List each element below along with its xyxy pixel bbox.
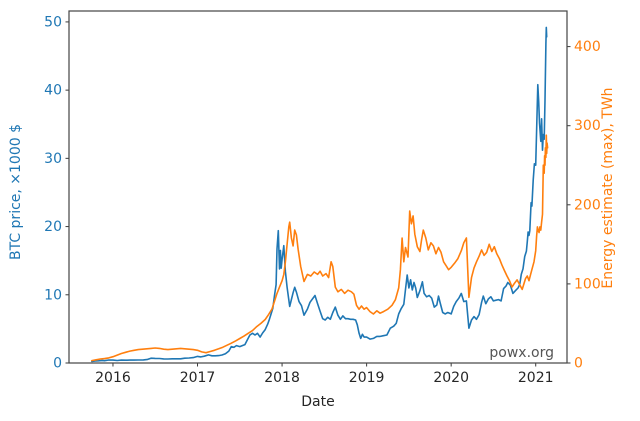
y-tick-label-left: 40 <box>44 83 62 99</box>
y-axis-label-right: Energy estimate (max), TWh <box>600 87 616 288</box>
x-tick-label: 2020 <box>433 370 469 386</box>
y-tick-label-left: 30 <box>44 151 62 167</box>
y-tick-label-right: 400 <box>574 39 601 55</box>
y-axis-label-left: BTC price, ×1000 $ <box>8 124 24 260</box>
y-tick-label-right: 0 <box>574 356 583 372</box>
y-tick-label-left: 0 <box>53 356 62 372</box>
energy-estimate-line <box>91 134 549 362</box>
plot-border <box>68 10 568 364</box>
y-tick-label-right: 100 <box>574 276 601 292</box>
y-tick-label-left: 20 <box>44 219 62 235</box>
y-tick-label-right: 200 <box>574 197 601 213</box>
x-tick-label: 2021 <box>518 370 554 386</box>
x-axis-label: Date <box>301 394 334 410</box>
x-tick-label: 2016 <box>95 370 131 386</box>
watermark: powx.org <box>489 345 554 361</box>
x-tick-label: 2017 <box>180 370 216 386</box>
y-tick-label-left: 50 <box>44 14 62 30</box>
btc-price-line <box>91 26 548 363</box>
x-tick-label: 2018 <box>264 370 300 386</box>
x-tick-label: 2019 <box>349 370 385 386</box>
y-tick-label-right: 300 <box>574 118 601 134</box>
y-tick-label-left: 10 <box>44 287 62 303</box>
plot-area: 2016 2017 2018 2019 2020 2021 0 10 20 30 40 50 0 100 2… <box>44 10 601 386</box>
